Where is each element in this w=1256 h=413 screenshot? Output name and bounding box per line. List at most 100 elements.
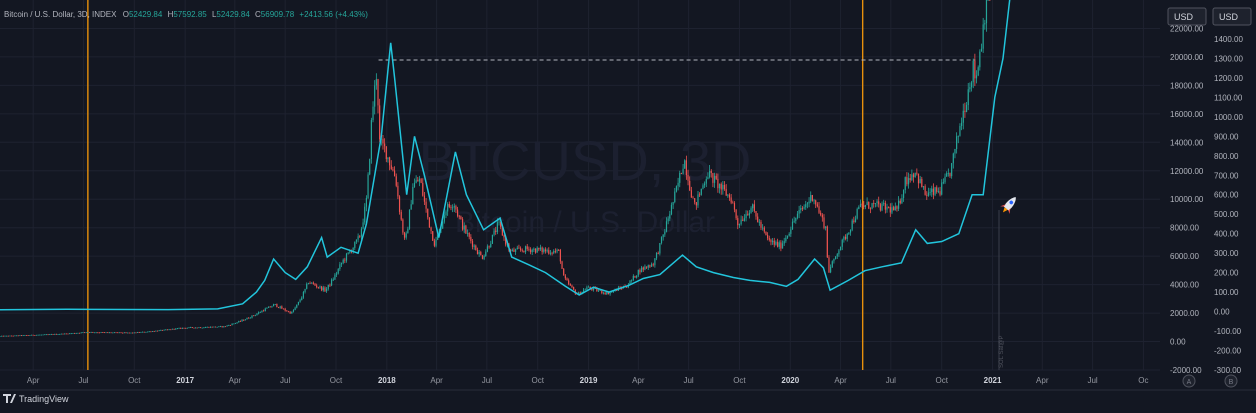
candle-up <box>970 82 973 88</box>
log-scale-button[interactable]: B <box>1224 374 1238 388</box>
candle-up <box>758 221 760 223</box>
price-axis-right[interactable]: 1500.001400.001300.001200.001100.001000.… <box>1214 15 1243 375</box>
candle-down <box>917 173 920 184</box>
candle-down <box>11 335 13 337</box>
time-tick-label: Jul <box>1087 376 1097 385</box>
candle-up <box>118 332 120 334</box>
candle-down <box>780 242 782 249</box>
candle-down <box>710 170 712 174</box>
candle-down <box>221 326 223 328</box>
price-axis-left[interactable]: 22000.00 20000.00 18000.00 16000.00 14000.00… <box>1170 24 1204 375</box>
candle-down <box>377 79 379 106</box>
candle-up <box>264 308 266 312</box>
candle-up <box>204 327 207 329</box>
candle-down <box>52 334 54 335</box>
candle-down <box>402 219 404 233</box>
candle-down <box>747 214 749 216</box>
candle-down <box>861 203 863 206</box>
candle-down <box>921 178 923 188</box>
candle-down <box>430 227 432 232</box>
candle-down <box>768 238 770 240</box>
candle-down <box>276 303 278 307</box>
candle-up <box>967 89 969 106</box>
candle-up <box>418 178 421 182</box>
left-price-tick: 20000.00 <box>1170 53 1204 62</box>
tradingview-logo[interactable]: TradingView <box>3 394 69 404</box>
currency-badge-right[interactable]: USD <box>1167 7 1207 26</box>
candle-up <box>546 250 548 252</box>
candle-up <box>405 233 407 238</box>
candle-down <box>284 308 286 311</box>
candle-up <box>19 335 21 337</box>
candle-up <box>838 250 840 255</box>
candle-up <box>644 266 646 270</box>
candle-up <box>697 194 699 206</box>
candle-down <box>481 255 484 259</box>
candle-up <box>722 184 724 190</box>
candle-down <box>456 209 459 216</box>
candle-up <box>30 334 33 336</box>
candle-up <box>631 279 633 281</box>
candle-up <box>727 194 729 196</box>
candle-up <box>700 188 702 195</box>
candle-up <box>718 183 721 189</box>
candle-up <box>800 208 802 211</box>
candle-up <box>972 60 974 83</box>
candle-down <box>455 206 457 210</box>
candle-up <box>592 287 595 290</box>
candle-down <box>964 110 966 112</box>
candle-up <box>291 311 293 314</box>
candle-down <box>32 334 34 336</box>
candle-up <box>881 203 883 211</box>
time-tick-label: Apr <box>229 376 242 385</box>
candle-up <box>704 183 706 186</box>
candle-down <box>287 311 290 313</box>
candle-up <box>1 335 3 337</box>
candle-down <box>200 327 202 329</box>
time-axis[interactable]: Apr Jul Oct 2017 Apr Jul Oct 2018 Apr Jul Oct 2019 A… <box>27 376 1149 385</box>
candle-up <box>848 232 850 235</box>
candle-up <box>858 206 860 210</box>
currency-badge-far[interactable]: USD <box>1212 7 1252 26</box>
candle-up <box>442 221 444 229</box>
candle-up <box>977 67 979 76</box>
candle-up <box>50 334 52 335</box>
candle-down <box>173 328 175 330</box>
candle-down <box>397 185 399 197</box>
time-tick-label: 2021 <box>984 376 1002 385</box>
candle-down <box>62 333 64 335</box>
candle-down <box>427 208 429 218</box>
candle-down <box>889 207 891 213</box>
candle-down <box>521 249 523 251</box>
candle-down <box>27 335 29 336</box>
open-value: 52429.84 <box>129 10 163 19</box>
time-tick-label: Jul <box>683 376 693 385</box>
candle-up <box>795 217 797 221</box>
candle-up <box>891 207 893 213</box>
right-price-tick: -200.00 <box>1214 347 1242 356</box>
candle-up <box>274 303 276 305</box>
candle-up <box>22 335 24 336</box>
candle-down <box>132 332 134 334</box>
candle-up <box>340 262 343 265</box>
candle-down <box>591 288 593 290</box>
candle-down <box>461 219 464 230</box>
candle-down <box>765 231 767 236</box>
ohlc-legend: Bitcoin / U.S. Dollar, 3D, INDEX O52429.… <box>4 10 368 19</box>
candle-up <box>914 172 916 178</box>
candle-up <box>793 220 795 222</box>
candle-down <box>229 325 232 326</box>
candle-down <box>2 335 4 337</box>
change-value: +2413.56 (+4.43%) <box>299 10 368 19</box>
candle-down <box>601 290 603 293</box>
auto-scale-button[interactable]: A <box>1182 374 1196 388</box>
candle-up <box>14 335 16 337</box>
candle-up <box>100 332 102 333</box>
candle-down <box>433 240 435 246</box>
candle-down <box>460 216 462 220</box>
candle-down <box>480 252 482 256</box>
candle-up <box>218 326 220 328</box>
candle-down <box>884 202 886 210</box>
candle-up <box>659 243 661 254</box>
